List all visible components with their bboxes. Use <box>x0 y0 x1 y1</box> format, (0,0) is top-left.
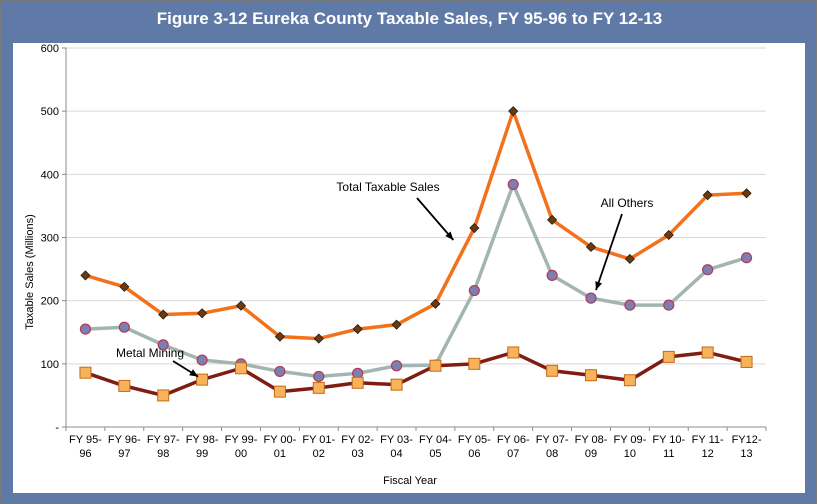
y-tick-label: 600 <box>41 43 59 55</box>
x-axis-label: Fiscal Year <box>383 475 437 487</box>
data-point-metal-mining <box>585 369 597 382</box>
x-tick-label: FY 03-04 <box>380 434 413 460</box>
data-point-metal-mining <box>312 381 325 394</box>
data-point-total-taxable-sales <box>469 222 480 234</box>
data-point-all-others <box>663 299 675 311</box>
x-tick-label: FY 07-08 <box>536 434 569 460</box>
data-point-total-taxable-sales <box>235 300 247 311</box>
data-point-all-others <box>507 178 519 191</box>
annotation-arrow-all-others-head <box>595 281 602 291</box>
data-point-all-others <box>585 292 597 304</box>
data-point-all-others <box>624 299 636 311</box>
data-point-all-others <box>79 323 92 335</box>
y-tick-label: 300 <box>41 233 59 245</box>
x-tick-label: FY 08-09 <box>575 434 608 460</box>
x-tick-label: FY 99-00 <box>225 434 258 460</box>
data-point-metal-mining <box>429 359 442 372</box>
data-point-total-taxable-sales <box>430 298 441 309</box>
chart-title: Figure 3-12 Eureka County Taxable Sales,… <box>156 9 663 28</box>
data-point-metal-mining <box>118 379 131 392</box>
data-point-total-taxable-sales <box>158 309 169 320</box>
y-tick-label: 400 <box>41 169 59 181</box>
data-point-total-taxable-sales <box>663 229 674 241</box>
data-point-total-taxable-sales <box>391 319 402 330</box>
axes <box>62 47 767 431</box>
data-point-metal-mining <box>507 346 520 359</box>
markers <box>79 106 753 402</box>
data-point-metal-mining <box>235 362 247 375</box>
data-point-metal-mining <box>662 350 675 363</box>
x-tick-label: FY 96-97 <box>108 434 141 460</box>
x-tick-label: FY 97-98 <box>147 434 180 460</box>
x-tick-label: FY 05-06 <box>458 434 491 460</box>
plot-panel <box>13 43 805 493</box>
data-point-total-taxable-sales <box>80 270 91 281</box>
data-point-metal-mining <box>157 389 170 402</box>
data-point-metal-mining <box>273 385 286 398</box>
x-tick-label: FY12-13 <box>732 434 762 460</box>
data-point-total-taxable-sales <box>119 281 130 292</box>
data-point-total-taxable-sales <box>741 188 752 199</box>
y-axis-label: Taxable Sales (Millions) <box>24 214 36 330</box>
data-point-total-taxable-sales <box>352 324 363 335</box>
data-point-all-others <box>468 284 480 297</box>
data-point-metal-mining <box>196 373 209 386</box>
data-point-all-others <box>740 252 753 264</box>
series-line-total-taxable-sales <box>83 109 749 341</box>
data-point-total-taxable-sales <box>624 253 635 265</box>
data-point-metal-mining <box>546 364 559 377</box>
x-tick-label: FY 98-99 <box>186 434 219 460</box>
data-point-total-taxable-sales <box>274 331 285 342</box>
x-tick-label: FY 95-96 <box>69 434 102 460</box>
data-point-metal-mining <box>623 374 636 387</box>
data-point-all-others <box>196 354 208 366</box>
annotation-arrow-total <box>416 197 455 241</box>
data-point-metal-mining <box>351 376 364 389</box>
y-tick-label: 500 <box>41 106 59 118</box>
annotation-total-taxable-sales: Total Taxable Sales <box>336 180 439 194</box>
annotation-all-others: All Others <box>601 196 654 210</box>
data-point-all-others <box>157 339 169 351</box>
data-point-total-taxable-sales <box>585 241 597 253</box>
x-tick-label: FY 10-11 <box>652 434 685 460</box>
series-line-metal-mining <box>83 350 749 398</box>
annotation-metal-mining: Metal Mining <box>116 346 184 360</box>
data-point-all-others <box>390 360 403 372</box>
data-point-metal-mining <box>468 357 481 370</box>
data-point-metal-mining <box>740 355 753 368</box>
y-tick-label: - <box>55 422 59 434</box>
data-point-total-taxable-sales <box>197 308 208 319</box>
x-tick-label: FY 00-01 <box>263 434 296 460</box>
data-point-metal-mining <box>390 378 403 391</box>
data-point-all-others <box>118 321 130 333</box>
data-point-total-taxable-sales <box>702 190 713 201</box>
data-point-total-taxable-sales <box>508 106 519 117</box>
data-point-all-others <box>702 264 714 276</box>
gridlines <box>66 47 766 365</box>
data-point-total-taxable-sales <box>547 214 558 225</box>
data-point-total-taxable-sales <box>313 333 324 344</box>
data-point-all-others <box>274 365 286 378</box>
y-tick-label: 100 <box>41 359 59 371</box>
x-tick-label: FY 09-10 <box>613 434 646 460</box>
data-point-metal-mining <box>79 366 92 379</box>
data-point-all-others <box>546 269 558 281</box>
x-tick-label: FY 06-07 <box>497 434 530 460</box>
x-tick-label: FY 11-12 <box>692 434 724 460</box>
annotation-arrow-all-others <box>595 213 623 291</box>
x-tick-label: FY 01-02 <box>302 434 335 460</box>
data-point-all-others <box>313 370 325 383</box>
x-tick-label: FY 04-05 <box>419 434 452 460</box>
x-tick-label: FY 02-03 <box>341 434 374 460</box>
annotation-arrow-total-head <box>445 231 454 240</box>
annotation-arrow-metal-mining-head <box>189 369 199 377</box>
series-line-all-others <box>83 182 749 379</box>
y-tick-label: 200 <box>41 296 59 308</box>
data-point-metal-mining <box>701 346 714 359</box>
series <box>83 109 749 398</box>
